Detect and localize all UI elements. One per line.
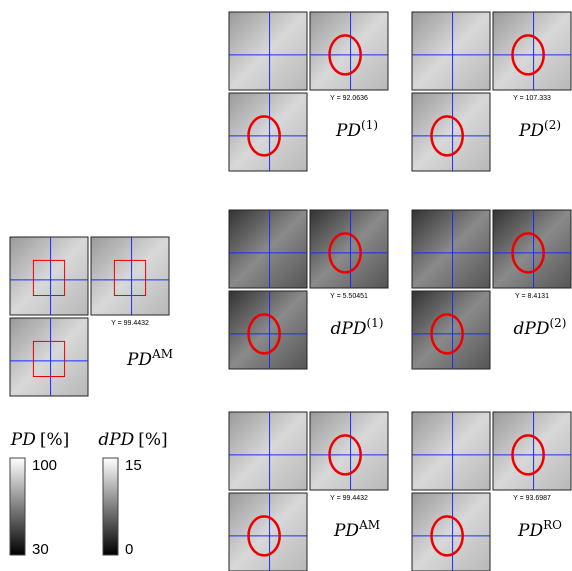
mri-slice <box>10 237 88 315</box>
caption-base: PD <box>518 121 544 141</box>
caption: dPD(1) <box>331 316 384 339</box>
slice-position: Y = 5.50451 <box>330 293 368 300</box>
mri-slice <box>412 291 490 369</box>
mri-slice <box>229 12 307 90</box>
colorbar-max: 15 <box>125 457 142 474</box>
caption: PDRO <box>517 518 562 541</box>
slice-position: Y = 92.0636 <box>330 95 368 102</box>
colorbar-label: PD[%] <box>10 430 70 450</box>
mri-slice <box>412 210 490 288</box>
slice-position: Y = 107.333 <box>513 95 551 102</box>
mri-slice <box>412 412 490 490</box>
mri-slice <box>229 93 307 171</box>
mri-slice <box>310 412 388 490</box>
caption-base: PD <box>126 350 152 370</box>
caption-base: PD <box>335 121 361 141</box>
mri-slice <box>412 93 490 171</box>
mri-slice <box>229 412 307 490</box>
mri-slice <box>493 210 571 288</box>
slice-position: Y = 99.4432 <box>330 495 368 502</box>
caption: PD(2) <box>518 118 561 141</box>
mri-slice <box>310 12 388 90</box>
caption-base: dPD <box>331 319 367 339</box>
colorbar <box>103 458 118 555</box>
caption-base: PD <box>333 521 359 541</box>
mri-slice <box>412 12 490 90</box>
colorbar-quantity: dPD <box>98 430 134 450</box>
mri-slice <box>229 493 307 571</box>
caption: PDAM <box>126 347 173 370</box>
mri-slice <box>310 210 388 288</box>
mri-slice <box>91 237 169 315</box>
colorbar-max: 100 <box>32 457 57 474</box>
caption-sup: AM <box>151 347 173 361</box>
mri-slice <box>229 210 307 288</box>
caption-sup: AM <box>358 518 380 532</box>
caption-sup: (2) <box>549 316 566 330</box>
caption: PD(1) <box>335 118 378 141</box>
caption-sup: (1) <box>361 118 378 132</box>
slice-position: Y = 99.4432 <box>111 320 149 327</box>
colorbar <box>10 458 25 555</box>
caption-sup: (2) <box>544 118 561 132</box>
mri-slice <box>10 318 88 396</box>
mri-slice <box>229 291 307 369</box>
caption: PDAM <box>333 518 380 541</box>
caption-sup: (1) <box>366 316 383 330</box>
mri-slice <box>493 12 571 90</box>
caption: dPD(2) <box>514 316 567 339</box>
colorbar-min: 0 <box>125 541 133 558</box>
mri-slice <box>412 493 490 571</box>
slice-position: Y = 8.4131 <box>515 293 549 300</box>
figure: Y = 92.0636PD(1)Y = 107.333PD(2)Y = 5.50… <box>0 0 572 571</box>
colorbar-unit: [%] <box>138 430 167 450</box>
mri-slice <box>493 412 571 490</box>
slice-position: Y = 93.6987 <box>513 495 551 502</box>
caption-sup: RO <box>543 518 562 532</box>
colorbar-label: dPD[%] <box>98 430 167 450</box>
caption-base: dPD <box>514 319 550 339</box>
caption-base: PD <box>517 521 543 541</box>
colorbar-quantity: PD <box>10 430 36 450</box>
colorbar-unit: [%] <box>40 430 69 450</box>
colorbar-min: 30 <box>32 541 49 558</box>
